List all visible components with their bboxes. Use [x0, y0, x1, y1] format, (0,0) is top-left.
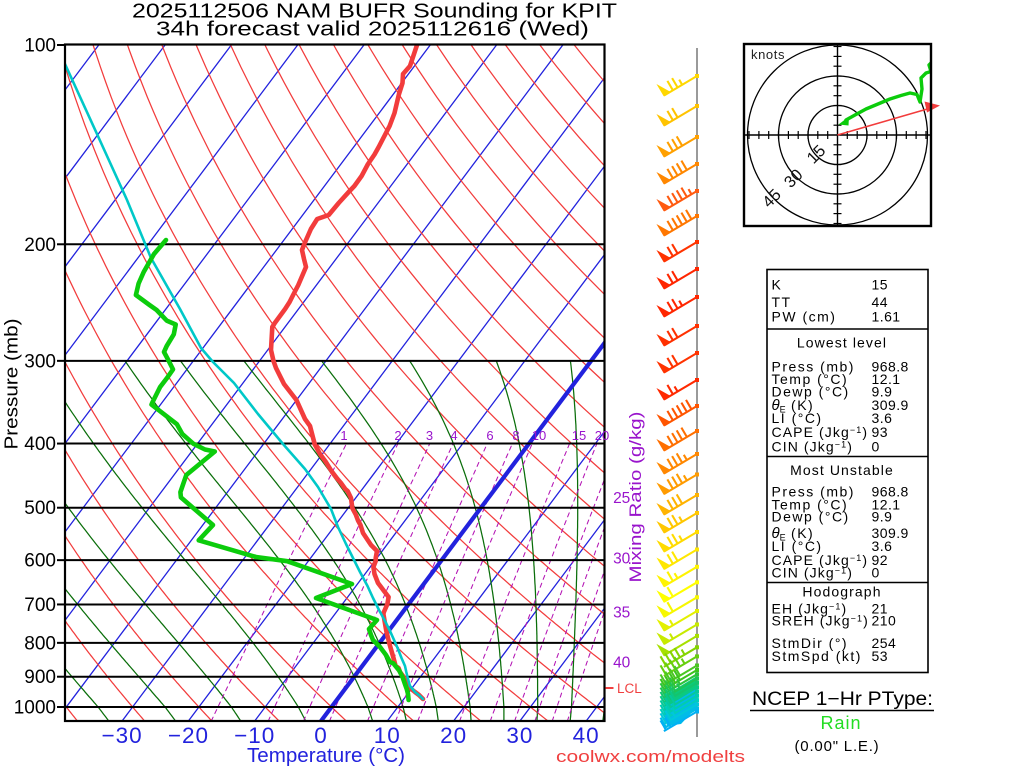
- svg-text:K: K: [772, 276, 783, 292]
- svg-text:200: 200: [24, 235, 56, 256]
- svg-text:3: 3: [426, 428, 433, 443]
- svg-text:12.1: 12.1: [872, 496, 901, 512]
- svg-text:Dewp (°C): Dewp (°C): [772, 508, 850, 524]
- svg-text:35: 35: [613, 605, 630, 622]
- svg-text:Temperature (°C): Temperature (°C): [247, 745, 405, 767]
- svg-text:Temp (°C): Temp (°C): [772, 371, 849, 387]
- svg-text:25: 25: [613, 490, 630, 507]
- svg-text:LCL: LCL: [617, 681, 642, 696]
- svg-text:Pressure (mb): Pressure (mb): [1, 319, 22, 450]
- svg-text:15: 15: [872, 276, 888, 292]
- svg-text:TT: TT: [772, 294, 792, 310]
- svg-text:Mixing Ratio (g/kg): Mixing Ratio (g/kg): [626, 412, 645, 583]
- svg-text:30: 30: [506, 723, 533, 748]
- svg-text:10: 10: [532, 428, 546, 443]
- svg-text:0: 0: [872, 565, 880, 581]
- svg-text:LI (°C): LI (°C): [772, 410, 823, 426]
- svg-text:CAPE (Jkg−1): CAPE (Jkg−1): [772, 552, 869, 568]
- svg-text:600: 600: [24, 551, 56, 572]
- svg-text:12.1: 12.1: [872, 371, 901, 387]
- svg-text:92: 92: [872, 552, 888, 568]
- svg-text:400: 400: [24, 434, 56, 455]
- svg-text:900: 900: [24, 667, 56, 688]
- svg-text:309.9: 309.9: [872, 397, 909, 413]
- svg-text:300: 300: [24, 351, 56, 372]
- svg-text:34h forecast valid 2025112616: 34h forecast valid 2025112616 (Wed): [156, 18, 589, 41]
- svg-text:210: 210: [872, 613, 897, 629]
- svg-text:StmDir (°): StmDir (°): [772, 635, 849, 651]
- svg-text:9.9: 9.9: [872, 508, 893, 524]
- svg-text:Press (mb): Press (mb): [772, 358, 855, 374]
- svg-text:Rain: Rain: [820, 713, 861, 733]
- svg-text:−20: −20: [168, 723, 209, 748]
- svg-text:1000: 1000: [14, 698, 56, 719]
- svg-text:6: 6: [486, 428, 493, 443]
- svg-text:15: 15: [572, 428, 586, 443]
- svg-text:0: 0: [872, 439, 880, 455]
- svg-text:0: 0: [314, 723, 328, 748]
- svg-text:30: 30: [613, 550, 631, 567]
- svg-text:1.61: 1.61: [872, 308, 901, 324]
- svg-text:53: 53: [872, 648, 888, 664]
- svg-text:CIN (Jkg−1): CIN (Jkg−1): [772, 439, 853, 455]
- svg-text:10: 10: [374, 723, 401, 748]
- svg-text:−10: −10: [234, 723, 275, 748]
- svg-text:NCEP 1−Hr PType:: NCEP 1−Hr PType:: [752, 689, 933, 710]
- svg-text:−30: −30: [102, 723, 143, 748]
- svg-text:968.8: 968.8: [872, 483, 909, 499]
- svg-text:500: 500: [24, 498, 56, 519]
- svg-text:Press (mb): Press (mb): [772, 483, 855, 499]
- svg-text:44: 44: [872, 294, 888, 310]
- svg-text:700: 700: [24, 595, 56, 616]
- svg-text:21: 21: [872, 601, 888, 617]
- svg-text:4: 4: [450, 428, 457, 443]
- svg-text:CAPE (Jkg−1): CAPE (Jkg−1): [772, 424, 869, 440]
- svg-text:40: 40: [573, 723, 600, 748]
- svg-text:3.6: 3.6: [872, 410, 893, 426]
- svg-text:coolwx.com/modelts: coolwx.com/modelts: [556, 747, 745, 766]
- svg-text:Temp (°C): Temp (°C): [772, 496, 849, 512]
- svg-text:9.9: 9.9: [872, 383, 893, 399]
- svg-text:Dewp (°C): Dewp (°C): [772, 383, 850, 399]
- svg-text:LI (°C): LI (°C): [772, 538, 823, 554]
- svg-text:knots: knots: [751, 47, 785, 62]
- svg-text:800: 800: [24, 633, 56, 654]
- svg-text:93: 93: [872, 424, 888, 440]
- svg-text:254: 254: [872, 635, 897, 651]
- svg-text:2: 2: [394, 428, 401, 443]
- svg-text:20: 20: [440, 723, 467, 748]
- svg-text:100: 100: [24, 36, 56, 57]
- svg-text:3.6: 3.6: [872, 538, 893, 554]
- svg-text:20: 20: [595, 428, 609, 443]
- svg-text:EH (Jkg−1): EH (Jkg−1): [772, 601, 848, 617]
- svg-text:Most Unstable: Most Unstable: [790, 462, 894, 478]
- svg-text:Hodograph: Hodograph: [802, 584, 881, 600]
- svg-text:968.8: 968.8: [872, 358, 909, 374]
- svg-text:CIN (Jkg−1): CIN (Jkg−1): [772, 565, 853, 581]
- svg-text:Lowest level: Lowest level: [797, 335, 887, 351]
- svg-text:StmSpd (kt): StmSpd (kt): [772, 648, 862, 664]
- svg-text:SREH (Jkg−1): SREH (Jkg−1): [772, 613, 869, 629]
- svg-text:PW (cm): PW (cm): [772, 308, 837, 324]
- svg-text:309.9: 309.9: [872, 525, 909, 541]
- svg-text:1: 1: [340, 428, 347, 443]
- svg-text:8: 8: [512, 428, 519, 443]
- svg-text:2025112506 NAM BUFR Sounding f: 2025112506 NAM BUFR Sounding for KPIT: [132, 0, 618, 23]
- svg-text:40: 40: [613, 655, 631, 672]
- svg-text:(0.00" L.E.): (0.00" L.E.): [795, 738, 880, 755]
